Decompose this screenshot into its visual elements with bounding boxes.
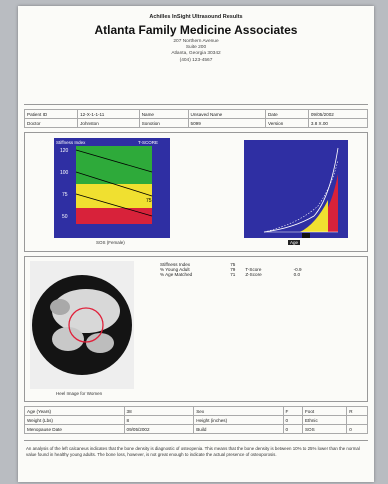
table-cell: 0 [346,424,368,434]
corner-label: Stiffness Index [56,140,86,145]
table-cell: 38 [123,406,195,416]
table-row: Weight (Lbs) 8 Height (inches) 0 Ethnic [24,415,368,425]
table-cell [346,415,368,425]
table-cell: 09/05/2002 [307,109,369,119]
table-row: Stiffness Index 75 [158,262,304,267]
demographics-table: Age (Years) 38 Sex F Foot R Weight (Lbs)… [24,406,368,434]
table-cell: SOS [301,424,348,434]
normal-zone [76,146,152,184]
result-label: Stiffness Index [160,262,191,267]
heel-caption: Heel Image for Women [56,391,103,396]
table-cell: Menopause Date [24,424,125,434]
measurement-roi [68,307,104,343]
table-cell: Unsaved Name [187,109,266,119]
chart-caption: SOS (Female) [96,240,125,245]
bone-region [86,333,114,353]
reference-line [75,149,153,173]
table-row: % Age Matched 71 Z-Score 0.0 [158,272,304,277]
corner-label: T-SCORE [138,140,158,145]
address-line: 207 Northern Avenue [173,39,219,44]
divider [24,440,368,441]
bone-region [50,299,70,315]
reference-line [75,193,153,217]
address-line: (404) 123-4567 [179,57,213,63]
report-sheet: Achilles InSight Ultrasound Results Atla… [18,6,374,482]
table-cell: 09/05/2002 [123,424,195,434]
score-value: 0.0 [293,272,301,277]
patient-marker: 75 [146,198,152,204]
table-cell: Age (Years) [24,406,125,416]
tscore-chart: Stiffness Index T-SCORE 120 100 75 50 75 [54,138,170,238]
table-cell: Build [193,424,284,434]
osteoporosis-zone [264,174,338,232]
osteoporosis-zone [76,208,152,224]
charts-frame [24,132,368,252]
osteopenia-zone [264,200,328,232]
table-cell: Weight (Lbs) [24,415,125,425]
result-value: 75 [230,262,236,267]
table-row: % Young Adult 79 T-Score -0.9 [158,267,304,272]
chart-caption: Age [288,240,301,245]
table-row: Doctor Johnston Sonotion 5099 Version 3.… [23,118,369,128]
y-tick-label: 50 [62,214,68,220]
table-cell: Name [138,109,189,119]
address-line: Atlanta, Georgia 30342 [171,51,221,57]
table-cell: Version [264,118,309,128]
table-cell: 0 [282,424,303,434]
table-cell: 8 [123,415,195,425]
table-cell: 0 [282,415,303,425]
address-line: Suite 200 [185,45,207,51]
table-cell: Foot [301,406,348,416]
x-axis-band [76,226,152,232]
reference-line [75,171,153,197]
divider [24,104,368,105]
y-tick-label: 75 [62,192,68,198]
table-cell: F [282,406,303,416]
table-row: Menopause Date 09/05/2002 Build 0 SOS 0 [24,424,368,434]
table-cell: Sonotion [138,118,189,128]
score-value: -0.9 [293,267,302,272]
table-cell: R [346,406,368,416]
y-tick-label: 100 [60,170,69,176]
table-cell: 5099 [187,118,266,128]
table-cell: Date [264,109,309,119]
osteopenia-zone [76,184,152,208]
table-cell: Sex [193,406,284,416]
report-header: Achilles InSight Ultrasound Results Atla… [18,14,374,64]
results-frame [24,256,368,402]
age-curve [263,147,339,233]
table-row: Age (Years) 38 Sex F Foot R [24,406,368,416]
age-chart [244,140,348,238]
results-table: Stiffness Index 75 % Young Adult 79 T-Sc… [158,262,304,277]
age-marker [302,233,310,238]
result-label: % Age Matched [160,272,193,277]
table-row: Patient ID 12-X-1-1-11 Name Unsaved Name… [23,109,369,119]
table-cell: Ethnic [301,415,348,425]
table-cell: 3.8 X.00 [307,118,369,128]
age-curve [263,159,339,233]
heel-image [30,261,134,389]
result-value: 79 [230,267,236,272]
score-label: Z-Score [245,272,262,277]
result-label: % Young Adult [160,267,190,272]
table-cell: Doctor [23,118,79,128]
result-value: 71 [230,272,236,277]
clinic-name: Atlanta Family Medicine Associates [94,23,298,37]
clinic-address: 207 Northern Avenue Suite 200 Atlanta, G… [18,39,374,64]
table-cell: Height (inches) [193,415,284,425]
table-cell: 12-X-1-1-11 [77,109,140,119]
score-label: T-Score [245,267,262,272]
diagnosis-note: An analysis of the left calcaneus indica… [26,446,360,457]
y-tick-label: 120 [60,148,69,154]
bone-region [52,327,84,351]
patient-table: Patient ID 12-X-1-1-11 Name Unsaved Name… [23,109,369,128]
table-cell: Patient ID [23,109,79,119]
report-subtitle: Achilles InSight Ultrasound Results [149,14,243,20]
table-cell: Johnston [77,118,140,128]
